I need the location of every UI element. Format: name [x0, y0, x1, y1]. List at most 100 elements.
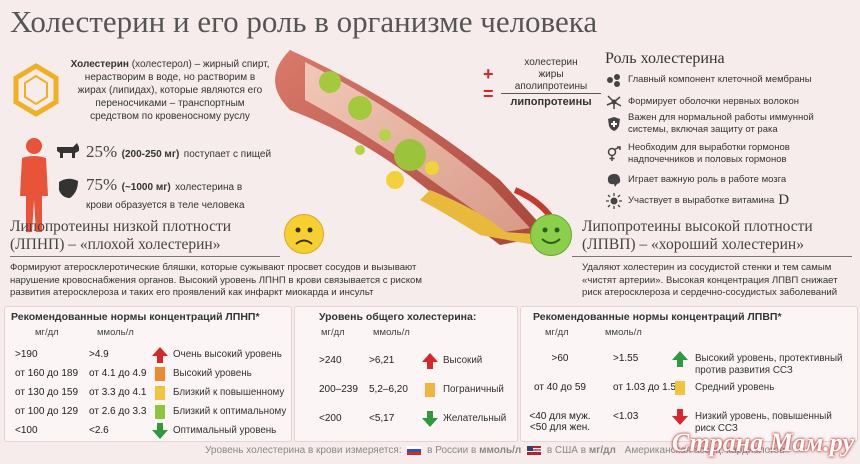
ldl-divider [10, 256, 280, 257]
intake-amount: (200-250 мг) [121, 149, 180, 160]
row-mg-value: от 160 до 189 [15, 368, 79, 379]
row-mmol-value: >4.9 [89, 349, 109, 360]
row-mmol-value: от 3.3 до 4.1 [89, 387, 147, 398]
col-header-mg: мг/дл [545, 327, 569, 338]
row-level-label: Высокий уровень, протективный против раз… [695, 353, 843, 376]
col-header-mmol: ммоль/л [97, 327, 134, 338]
level-marker-icon [151, 365, 169, 388]
role-text: Необходим для выработки гормонов надпоче… [628, 142, 790, 165]
usa-flag-icon [527, 445, 542, 455]
row-mg-value: <40 для муж. <50 для жен. [529, 411, 591, 433]
role-text: Важен для нормальной работы иммунной сис… [628, 112, 814, 135]
artery-illustration [275, 50, 563, 245]
hdl-title: Липопротеины высокой плотности (ЛПВП) – … [582, 218, 813, 254]
arrow-down-icon [671, 408, 689, 431]
row-mmol-value: <5,17 [369, 413, 395, 424]
ldl-title-line2: (ЛПНП) – «плохой холестерин» [10, 236, 221, 253]
page-title: Холестерин и его роль в организме челове… [10, 4, 598, 39]
intake-percent: 25% [86, 142, 118, 161]
vitamin-d-label: D [778, 192, 790, 208]
arrow-down-icon [151, 422, 169, 445]
row-mg-value: >60 [551, 353, 569, 364]
level-marker-icon [151, 384, 169, 407]
row-level-label: Пограничный [443, 384, 504, 395]
role-text: Участвует в выработке витамина [628, 194, 775, 206]
total-table-title: Уровень общего холестерина: [319, 311, 477, 323]
hdl-description: Удаляют холестерин из сосудистой стенки … [582, 262, 838, 299]
role-text: Формирует оболочки нервных волокон [628, 96, 800, 107]
footer-lead: Уровень холестерина в крови измеряется: [205, 445, 402, 456]
intro-body: (холестерол) – жирный спирт, нерастворим… [77, 59, 270, 122]
col-header-mmol: ммоль/л [373, 327, 410, 338]
row-mg-value: <100 [15, 425, 38, 436]
hdl-table: Рекомендованные нормы концентраций ЛПВП*… [520, 306, 858, 442]
neuron-icon [606, 94, 622, 110]
row-mmol-value: 5,2–6,20 [369, 384, 408, 395]
intake-desc: холестерина в крови образуется в теле че… [86, 182, 245, 211]
row-level-label: Высокий уровень [173, 368, 252, 379]
intro-text: Холестерин (холестерол) – жирный спирт, … [70, 58, 270, 123]
row-level-label: Низкий уровень, повышенный риск ССЗ [695, 411, 832, 434]
row-mg-value: >190 [15, 349, 38, 360]
hdl-divider [572, 256, 852, 257]
hdl-title-line1: Липопротеины высокой плотности [582, 218, 813, 235]
level-marker-icon [421, 381, 439, 404]
level-marker-icon [671, 379, 689, 402]
ldl-title: Липопротеины низкой плотности (ЛПНП) – «… [10, 218, 231, 254]
ldl-table-title: Рекомендованные нормы концентраций ЛПНП* [11, 311, 260, 323]
happy-face-icon [530, 214, 572, 256]
total-table: Уровень общего холестерина: мг/дл ммоль/… [294, 306, 518, 442]
ldl-description: Формируют атеросклеротические бляшки, ко… [10, 262, 422, 299]
row-level-label: Близкий к оптимальному [173, 406, 287, 417]
footer-tail: Американская ассоц. кардиологов [624, 445, 785, 456]
row-mmol-value: <2.6 [89, 425, 109, 436]
ldl-title-line1: Липопротеины низкой плотности [10, 218, 232, 235]
role-item: Необходим для выработки гормонов надпоче… [606, 142, 856, 166]
row-level-label: Оптимальный уровень [173, 425, 277, 436]
human-body-icon [20, 138, 48, 232]
arrow-down-icon [421, 410, 439, 433]
formula-line-cholesterol: холестерин [524, 57, 578, 68]
cow-icon [57, 143, 79, 158]
arrow-up-icon [151, 346, 169, 369]
row-mmol-value: от 4.1 до 4.9 [89, 368, 147, 379]
shield-icon [606, 116, 622, 132]
footer-us-unit: мг/дл [588, 445, 616, 456]
intro-term: Холестерин [70, 59, 129, 70]
row-mg-value: 200–239 [319, 384, 358, 395]
row-level-label: Очень высокий уровень [173, 349, 282, 360]
role-text: Играет важную роль в работе мозга [628, 174, 787, 185]
cell-membrane-icon [606, 72, 622, 88]
ldl-table: Рекомендованные нормы концентраций ЛПНП*… [4, 306, 292, 442]
role-item: Главный компонент клеточной мембраны [606, 72, 856, 88]
col-header-mmol: ммоль/л [605, 327, 642, 338]
roles-title: Роль холестерина [605, 50, 725, 67]
role-text: Главный компонент клеточной мембраны [628, 74, 812, 85]
arrow-up-icon [671, 350, 689, 373]
intake-row-food: 25% (200-250 мг) поступает с пищей [86, 142, 271, 162]
brain-icon [606, 172, 622, 188]
intake-percent: 75% [86, 175, 118, 194]
sun-icon [606, 192, 622, 209]
level-marker-icon [151, 403, 169, 426]
row-mmol-value: от 1.03 до 1.52 [613, 382, 682, 393]
footer-note: Уровень холестерина в крови измеряется: … [205, 445, 785, 456]
row-mg-value: от 40 до 59 [534, 382, 586, 393]
molecule-icon [13, 63, 59, 117]
col-header-mg: мг/дл [321, 327, 345, 338]
row-mmol-value: от 2.6 до 3.3 [89, 406, 147, 417]
sad-face-icon [284, 214, 324, 254]
row-level-label: Близкий к повышенному [173, 387, 285, 398]
row-mg-value: <200 [319, 413, 342, 424]
col-header-mg: мг/дл [35, 327, 59, 338]
intake-desc: поступает с пищей [183, 149, 272, 160]
intake-row-body: 75% (~1000 мг) холестерина в крови образ… [86, 175, 266, 213]
formula-line-apoproteins: аполипротеины [501, 80, 601, 94]
row-level-label: Высокий [443, 355, 483, 366]
formula-line-fats: жиры [538, 69, 564, 80]
russia-flag-icon [407, 445, 422, 455]
footer-ru: в России в [427, 445, 477, 456]
row-mg-value: от 100 до 129 [15, 406, 79, 417]
watermark: Страна Мам.ру [671, 428, 854, 457]
liver-icon [59, 178, 78, 198]
